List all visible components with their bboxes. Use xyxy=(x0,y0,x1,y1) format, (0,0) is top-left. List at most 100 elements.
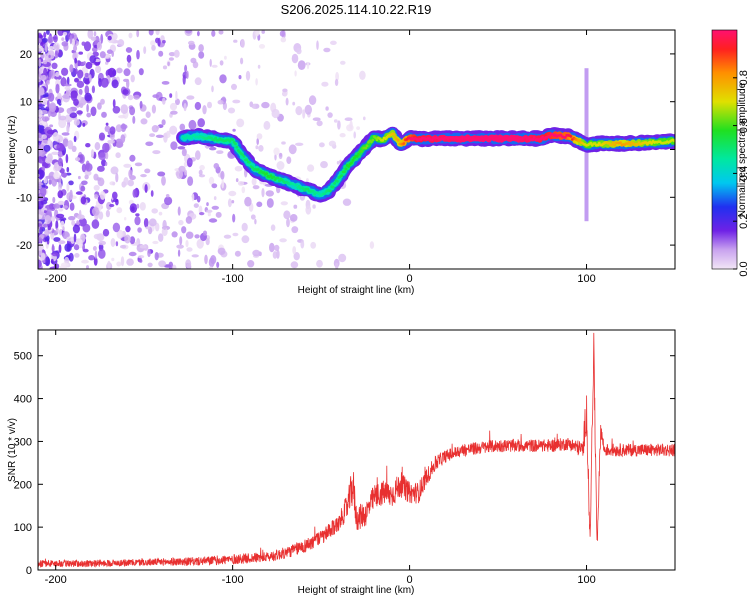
noise-blob xyxy=(126,258,134,266)
noise-blob xyxy=(306,61,310,70)
noise-blob xyxy=(85,143,91,148)
noise-blob xyxy=(110,238,116,247)
noise-blob xyxy=(168,57,174,61)
noise-blob xyxy=(137,255,145,259)
noise-blob xyxy=(339,159,342,164)
noise-blob xyxy=(40,134,47,140)
noise-blob xyxy=(349,120,353,130)
noise-blob xyxy=(57,30,64,36)
noise-blob xyxy=(182,74,186,85)
noise-blob xyxy=(252,185,260,190)
noise-blob xyxy=(38,184,42,190)
noise-blob xyxy=(107,35,112,41)
noise-blob xyxy=(59,115,67,121)
noise-blob xyxy=(140,118,148,125)
noise-blob xyxy=(238,75,242,80)
noise-blob xyxy=(233,39,238,43)
noise-blob xyxy=(123,68,131,77)
noise-blob xyxy=(57,92,62,100)
noise-blob xyxy=(161,227,168,237)
colorbar-tick-label: 0.4 xyxy=(738,166,750,181)
noise-blob xyxy=(93,31,97,37)
noise-blob xyxy=(179,123,186,131)
noise-blob xyxy=(216,261,220,268)
noise-blob xyxy=(333,119,338,123)
noise-blob xyxy=(104,161,108,166)
noise-blob xyxy=(173,49,180,58)
noise-blob xyxy=(63,83,72,87)
noise-blob xyxy=(221,179,225,189)
spectrogram-ylabel: Frequency (Hz) xyxy=(7,116,18,185)
x-tick-label: -200 xyxy=(45,574,67,586)
noise-blob xyxy=(211,183,218,189)
ridge-mark xyxy=(578,139,581,143)
noise-blob xyxy=(198,169,203,176)
ridge-mark xyxy=(610,143,614,147)
noise-blob xyxy=(292,101,296,106)
noise-blob xyxy=(228,190,237,197)
noise-blob xyxy=(143,46,147,54)
noise-blob xyxy=(139,244,147,249)
ridge-mark xyxy=(613,143,617,147)
noise-blob xyxy=(240,57,244,65)
ridge-mark xyxy=(344,167,348,171)
noise-blob xyxy=(57,190,64,199)
noise-blob xyxy=(77,69,84,79)
noise-blob xyxy=(193,203,199,209)
noise-blob xyxy=(41,116,50,122)
noise-blob xyxy=(328,140,336,147)
noise-blob xyxy=(151,44,156,51)
noise-blob xyxy=(52,196,56,204)
noise-blob xyxy=(128,169,133,179)
x-tick-label: 0 xyxy=(407,273,413,285)
ridge-mark xyxy=(650,142,653,145)
noise-blob xyxy=(59,149,62,157)
ridge-mark xyxy=(396,139,400,142)
noise-blob xyxy=(165,194,170,198)
noise-blob xyxy=(39,120,47,127)
noise-blob xyxy=(99,51,106,59)
noise-blob xyxy=(177,146,186,150)
noise-blob xyxy=(48,179,52,185)
noise-blob xyxy=(194,77,202,86)
noise-blob xyxy=(198,51,205,59)
noise-blob xyxy=(109,203,115,208)
snr-ticks: -200 -100 0 100 0 100 200 300 400 500 xyxy=(14,330,675,586)
noise-blob xyxy=(339,133,346,138)
noise-blob xyxy=(71,38,76,46)
noise-blob xyxy=(97,102,102,110)
noise-blob xyxy=(64,243,72,252)
noise-blob xyxy=(78,51,83,55)
noise-blob xyxy=(145,226,151,230)
noise-blob xyxy=(296,47,302,55)
noise-blob xyxy=(105,122,109,126)
noise-blob xyxy=(78,88,83,96)
noise-blob xyxy=(122,89,129,95)
noise-blob xyxy=(57,200,65,206)
noise-blob xyxy=(254,30,260,37)
noise-blob xyxy=(321,81,329,87)
ridge-mark xyxy=(248,160,252,164)
noise-blob xyxy=(100,98,105,105)
noise-blob xyxy=(194,101,202,111)
noise-blob xyxy=(73,118,80,126)
ridge-mark xyxy=(317,192,321,196)
noise-blob xyxy=(100,77,109,88)
ridge-mark xyxy=(234,142,237,146)
noise-blob xyxy=(232,232,239,237)
noise-blob xyxy=(38,223,43,227)
noise-blob xyxy=(283,210,291,220)
noise-blob xyxy=(105,151,109,160)
noise-blob xyxy=(43,210,47,214)
ridge-mark xyxy=(193,133,196,137)
noise-blob xyxy=(94,250,98,259)
noise-blob xyxy=(269,242,275,253)
noise-blob xyxy=(155,222,160,232)
noise-blob xyxy=(71,220,76,226)
noise-blob xyxy=(92,246,97,251)
ridge-mark xyxy=(394,135,397,139)
noise-blob xyxy=(98,152,107,161)
noise-blob xyxy=(144,184,148,193)
noise-blob xyxy=(68,216,76,221)
noise-blob xyxy=(112,222,121,233)
